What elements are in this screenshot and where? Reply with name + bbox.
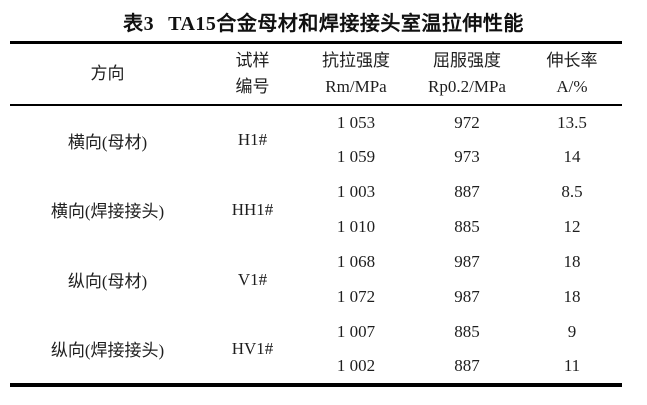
- tensile-strength-cell: 1 059: [336, 147, 376, 166]
- col-header-direction: 方向: [10, 42, 205, 106]
- sample-id-cell: V1#: [237, 269, 268, 289]
- tensile-strength-cell: 1 068: [336, 252, 376, 271]
- table-header: 方向 试样 编号 抗拉强度 Rm/MPa 屈服强度 Rp0.2/MPa 伸长率 …: [10, 42, 622, 106]
- table-caption: 表3 TA15合金母材和焊接接头室温拉伸性能: [0, 0, 647, 41]
- table-row: 1 059 973 14: [10, 140, 622, 175]
- direction-cell: 纵向(母材): [67, 272, 148, 291]
- direction-header-label: 方向: [90, 63, 125, 83]
- tensile-strength-cell: 1 053: [336, 112, 376, 132]
- tensile-header-line1: 抗拉强度: [322, 50, 390, 70]
- sample-id-cell: HH1#: [231, 199, 274, 219]
- table-row: 横向(焊接接头) HH1# 1 003 887 8.5: [10, 175, 622, 221]
- tensile-strength-cell: 1 002: [336, 356, 376, 375]
- table-row: 1 072 987 18: [10, 280, 622, 315]
- yield-header-line2: Rp0.2/MPa: [428, 76, 506, 96]
- elongation-cell: 11: [563, 356, 581, 375]
- yield-strength-cell: 987: [454, 287, 480, 306]
- yield-strength-cell: 973: [454, 147, 480, 166]
- elongation-cell: 14: [563, 147, 581, 166]
- sample-id-cell: H1#: [237, 130, 268, 149]
- col-header-sample-id: 试样 编号: [205, 42, 300, 106]
- yield-strength-cell: 885: [454, 217, 480, 236]
- sample-id-cell: HV1#: [231, 338, 274, 358]
- elongation-cell: 8.5: [561, 182, 583, 201]
- table-body: 横向(母材) H1# 1 053 972 13.5 1 059 973 14 横…: [10, 105, 622, 385]
- tensile-header-line2: Rm/MPa: [325, 76, 387, 96]
- elongation-cell: 18: [563, 287, 581, 306]
- col-header-elongation: 伸长率 A/%: [522, 42, 622, 106]
- tensile-strength-cell: 1 007: [336, 322, 376, 341]
- col-header-tensile-strength: 抗拉强度 Rm/MPa: [300, 42, 412, 106]
- table-row: 1 010 885 12: [10, 210, 622, 245]
- yield-strength-cell: 972: [454, 112, 480, 132]
- direction-cell: 纵向(焊接接头): [50, 341, 165, 360]
- elongation-header-line1: 伸长率: [546, 50, 598, 70]
- elongation-header-line2: A/%: [556, 76, 588, 96]
- yield-strength-cell: 987: [454, 252, 480, 271]
- table-title: TA15合金母材和焊接接头室温拉伸性能: [168, 13, 524, 35]
- direction-cell: 横向(焊接接头): [50, 202, 165, 221]
- elongation-cell: 9: [567, 322, 577, 341]
- yield-strength-cell: 887: [454, 182, 480, 201]
- tensile-strength-cell: 1 010: [336, 217, 376, 236]
- table-row: 1 002 887 11: [10, 350, 622, 385]
- col-header-yield-strength: 屈服强度 Rp0.2/MPa: [412, 42, 522, 106]
- table-row: 横向(母材) H1# 1 053 972 13.5: [10, 105, 622, 152]
- elongation-cell: 13.5: [557, 112, 587, 132]
- tensile-properties-table: 方向 试样 编号 抗拉强度 Rm/MPa 屈服强度 Rp0.2/MPa 伸长率 …: [10, 41, 622, 387]
- elongation-cell: 12: [563, 217, 581, 236]
- yield-strength-cell: 885: [454, 322, 480, 341]
- table-number: 表3: [123, 13, 155, 35]
- yield-header-line1: 屈服强度: [433, 50, 501, 70]
- direction-cell: 横向(母材): [67, 132, 148, 152]
- tensile-strength-cell: 1 003: [336, 182, 376, 201]
- elongation-cell: 18: [563, 252, 581, 271]
- sample-header-line2: 编号: [235, 76, 270, 96]
- sample-header-line1: 试样: [235, 50, 270, 70]
- table-row: 纵向(焊接接头) HV1# 1 007 885 9: [10, 315, 622, 360]
- table-row: 纵向(母材) V1# 1 068 987 18: [10, 245, 622, 291]
- tensile-strength-cell: 1 072: [336, 287, 376, 306]
- yield-strength-cell: 887: [454, 356, 480, 375]
- header-row: 方向 试样 编号 抗拉强度 Rm/MPa 屈服强度 Rp0.2/MPa 伸长率 …: [10, 42, 622, 106]
